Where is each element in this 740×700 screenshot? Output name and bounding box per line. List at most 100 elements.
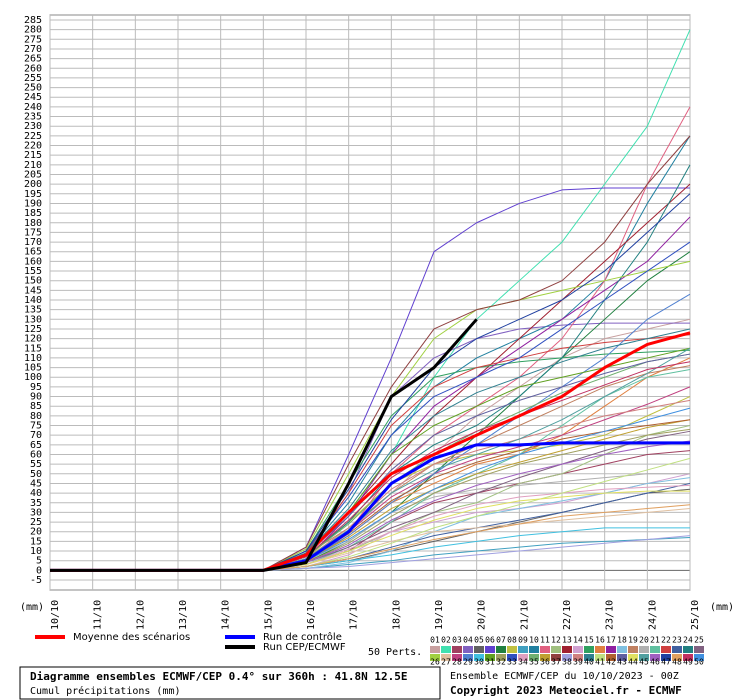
legend-swatch bbox=[606, 646, 616, 653]
y-tick-label: 125 bbox=[24, 324, 42, 335]
x-tick-label: 19/10 bbox=[434, 600, 445, 630]
y-tick-label: 30 bbox=[30, 507, 42, 518]
y-tick-label: 65 bbox=[30, 440, 42, 451]
y-tick-label: 100 bbox=[24, 372, 42, 383]
x-tick-label: 22/10 bbox=[562, 600, 573, 630]
x-tick-label: 11/10 bbox=[93, 600, 104, 630]
y-tick-label: 260 bbox=[24, 63, 42, 74]
legend-swatch bbox=[694, 654, 704, 661]
y-unit-left: (mm) bbox=[20, 602, 44, 613]
x-tick-label: 17/10 bbox=[349, 600, 360, 630]
legend-label: 15 bbox=[584, 636, 594, 645]
y-tick-label: 140 bbox=[24, 295, 42, 306]
legend-swatch bbox=[529, 646, 539, 653]
legend-label: 08 bbox=[507, 636, 517, 645]
y-tick-label: 55 bbox=[30, 459, 42, 470]
legend-label: 10 bbox=[529, 636, 539, 645]
y-tick-label: 190 bbox=[24, 198, 42, 209]
legend-label: 39 bbox=[573, 658, 583, 667]
legend-label: 23 bbox=[672, 636, 682, 645]
y-tick-label: 215 bbox=[24, 150, 42, 161]
x-tick-label: 13/10 bbox=[178, 600, 189, 630]
legend-label: 40 bbox=[584, 658, 594, 667]
y-tick-label: 225 bbox=[24, 131, 42, 142]
legend-swatch bbox=[672, 654, 682, 661]
legend-swatch bbox=[573, 654, 583, 661]
y-tick-label: 235 bbox=[24, 112, 42, 123]
x-tick-label: 24/10 bbox=[647, 600, 658, 630]
legend-swatch bbox=[595, 646, 605, 653]
y-tick-label: 0 bbox=[36, 565, 42, 576]
x-tick-label: 12/10 bbox=[135, 600, 146, 630]
y-tick-label: 120 bbox=[24, 334, 42, 345]
y-tick-label: 150 bbox=[24, 276, 42, 287]
legend-swatch bbox=[650, 654, 660, 661]
legend-swatch bbox=[617, 654, 627, 661]
y-tick-label: 105 bbox=[24, 363, 42, 374]
legend-label: 48 bbox=[672, 658, 682, 667]
copyright: Copyright 2023 Meteociel.fr - ECMWF bbox=[450, 684, 682, 697]
legend-label: Run CEP/ECMWF bbox=[263, 642, 346, 653]
legend-swatch bbox=[463, 646, 473, 653]
legend-swatch bbox=[628, 646, 638, 653]
x-tick-label: 21/10 bbox=[519, 600, 530, 630]
y-unit-right: (mm) bbox=[710, 602, 734, 613]
y-tick-label: 280 bbox=[24, 25, 42, 36]
legend-label: 07 bbox=[496, 636, 506, 645]
x-tick-label: 15/10 bbox=[263, 600, 274, 630]
legend-swatch bbox=[683, 646, 693, 653]
y-tick-label: 230 bbox=[24, 121, 42, 132]
legend-swatch bbox=[639, 654, 649, 661]
y-tick-label: 255 bbox=[24, 73, 42, 84]
y-tick-label: 40 bbox=[30, 488, 42, 499]
legend-label: 50 bbox=[694, 658, 704, 667]
legend-label: 11 bbox=[540, 636, 550, 645]
legend-swatch bbox=[694, 646, 704, 653]
y-tick-label: 135 bbox=[24, 305, 42, 316]
legend-label: 18 bbox=[617, 636, 627, 645]
y-tick-label: 50 bbox=[30, 469, 42, 480]
x-tick-label: 16/10 bbox=[306, 600, 317, 630]
legend-label: 49 bbox=[683, 658, 693, 667]
y-tick-label: 270 bbox=[24, 44, 42, 55]
x-tick-label: 14/10 bbox=[221, 600, 232, 630]
legend-swatch bbox=[529, 654, 539, 661]
legend-label: 29 bbox=[463, 658, 473, 667]
legend-label: 21 bbox=[650, 636, 660, 645]
title-box bbox=[19, 666, 441, 700]
legend-label: 31 bbox=[485, 658, 495, 667]
x-tick-label: 10/10 bbox=[50, 600, 61, 630]
legend-label: 09 bbox=[518, 636, 528, 645]
legend-swatch bbox=[463, 654, 473, 661]
legend-swatch bbox=[628, 654, 638, 661]
y-tick-label: 220 bbox=[24, 141, 42, 152]
legend-label: 34 bbox=[518, 658, 528, 667]
legend-swatch bbox=[672, 646, 682, 653]
legend-swatch bbox=[452, 646, 462, 653]
legend-label: 25 bbox=[694, 636, 704, 645]
legend-label: 27 bbox=[441, 658, 451, 667]
legend-label: 44 bbox=[628, 658, 638, 667]
y-tick-label: 185 bbox=[24, 208, 42, 219]
y-tick-label: 35 bbox=[30, 498, 42, 509]
legend-swatch bbox=[430, 654, 440, 661]
y-tick-label: 130 bbox=[24, 314, 42, 325]
legend-label: 37 bbox=[551, 658, 561, 667]
chart-title: Diagramme ensembles ECMWF/CEP 0.4° sur 3… bbox=[30, 670, 408, 683]
legend-label: 05 bbox=[474, 636, 484, 645]
legend-swatch bbox=[507, 654, 517, 661]
legend-label: 35 bbox=[529, 658, 539, 667]
y-tick-label: 275 bbox=[24, 34, 42, 45]
legend-label: 02 bbox=[441, 636, 451, 645]
y-tick-label: 195 bbox=[24, 189, 42, 200]
legend-label: 32 bbox=[496, 658, 506, 667]
y-tick-label: 110 bbox=[24, 353, 42, 364]
legend-label: 47 bbox=[661, 658, 671, 667]
y-tick-label: 165 bbox=[24, 247, 42, 258]
legend-label: 14 bbox=[573, 636, 583, 645]
legend-label: 45 bbox=[639, 658, 649, 667]
legend-swatch bbox=[661, 646, 671, 653]
y-tick-label: 250 bbox=[24, 83, 42, 94]
y-tick-label: 10 bbox=[30, 546, 42, 557]
